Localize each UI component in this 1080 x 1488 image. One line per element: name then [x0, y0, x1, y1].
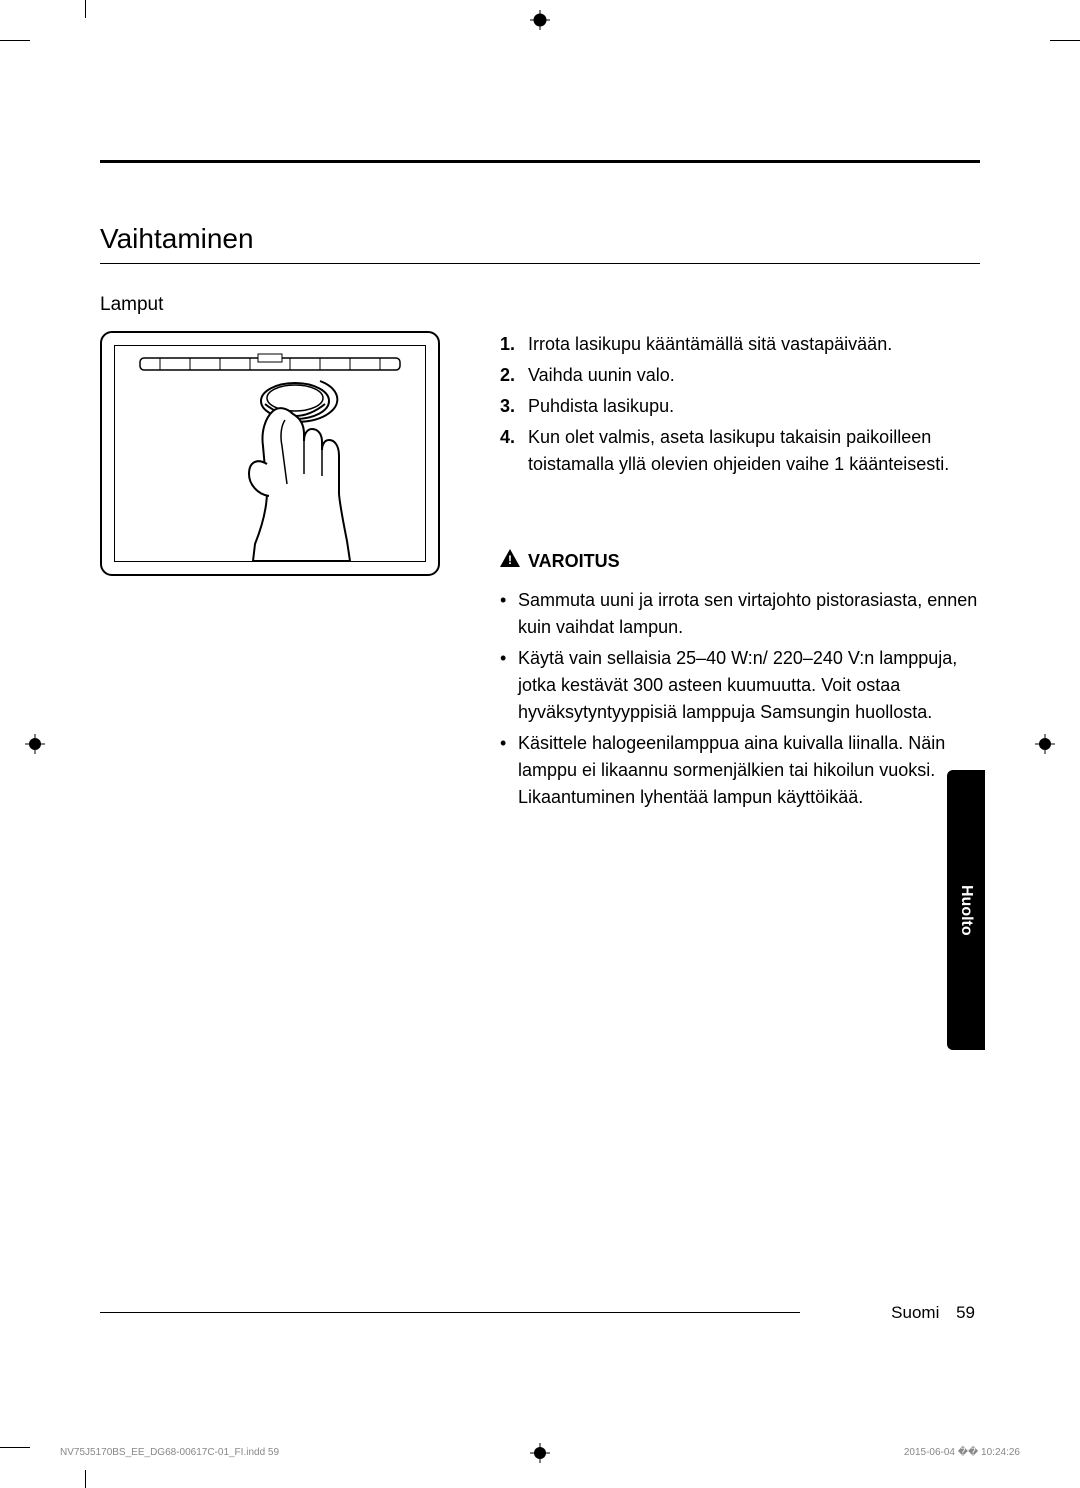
warning-item: Sammuta uuni ja irrota sen virtajohto pi…: [500, 587, 980, 641]
step-list: Irrota lasikupu kääntämällä sitä vastapä…: [500, 331, 980, 478]
step-item: Irrota lasikupu kääntämällä sitä vastapä…: [500, 331, 980, 358]
two-column-layout: Irrota lasikupu kääntämällä sitä vastapä…: [100, 331, 980, 815]
warning-block: ! VAROITUS Sammuta uuni ja irrota sen vi…: [500, 548, 980, 811]
illustration-column: [100, 331, 470, 815]
oven-lamp-illustration: [100, 331, 440, 576]
section-title: Vaihtaminen: [100, 223, 980, 255]
top-rule: [100, 160, 980, 163]
print-meta-file: NV75J5170BS_EE_DG68-00617C-01_FI.indd 59: [60, 1447, 279, 1458]
page-number: 59: [956, 1303, 975, 1322]
crop-mark: [85, 1470, 86, 1488]
registration-mark-icon: [25, 734, 45, 754]
step-item: Puhdista lasikupu.: [500, 393, 980, 420]
page-content: Vaihtaminen Lamput: [100, 50, 980, 1438]
warning-heading: ! VAROITUS: [500, 548, 980, 575]
subsection-title: Lamput: [100, 294, 980, 316]
instructions-column: Irrota lasikupu kääntämällä sitä vastapä…: [500, 331, 980, 815]
svg-text:!: !: [508, 553, 512, 567]
warning-list: Sammuta uuni ja irrota sen virtajohto pi…: [500, 587, 980, 811]
section-tab: Huolto: [947, 770, 985, 1050]
title-underline: [100, 263, 980, 264]
warning-item: Käsittele halogeenilamppua aina kuivalla…: [500, 730, 980, 811]
print-meta-date: 2015-06-04 �� 10:24:26: [904, 1447, 1020, 1458]
step-item: Vaihda uunin valo.: [500, 362, 980, 389]
warning-label: VAROITUS: [528, 548, 620, 575]
registration-mark-icon: [530, 10, 550, 30]
crop-mark: [1050, 40, 1080, 41]
crop-mark: [0, 40, 30, 41]
warning-item: Käytä vain sellaisia 25–40 W:n/ 220–240 …: [500, 645, 980, 726]
footer: Suomi 59: [891, 1303, 975, 1323]
crop-mark: [0, 1447, 30, 1448]
warning-icon: !: [500, 548, 520, 575]
footer-language: Suomi: [891, 1303, 939, 1322]
crop-mark: [85, 0, 86, 18]
footer-rule: [100, 1312, 800, 1313]
step-item: Kun olet valmis, aseta lasikupu takaisin…: [500, 424, 980, 478]
registration-mark-icon: [530, 1443, 550, 1463]
registration-mark-icon: [1035, 734, 1055, 754]
section-tab-label: Huolto: [957, 885, 975, 936]
